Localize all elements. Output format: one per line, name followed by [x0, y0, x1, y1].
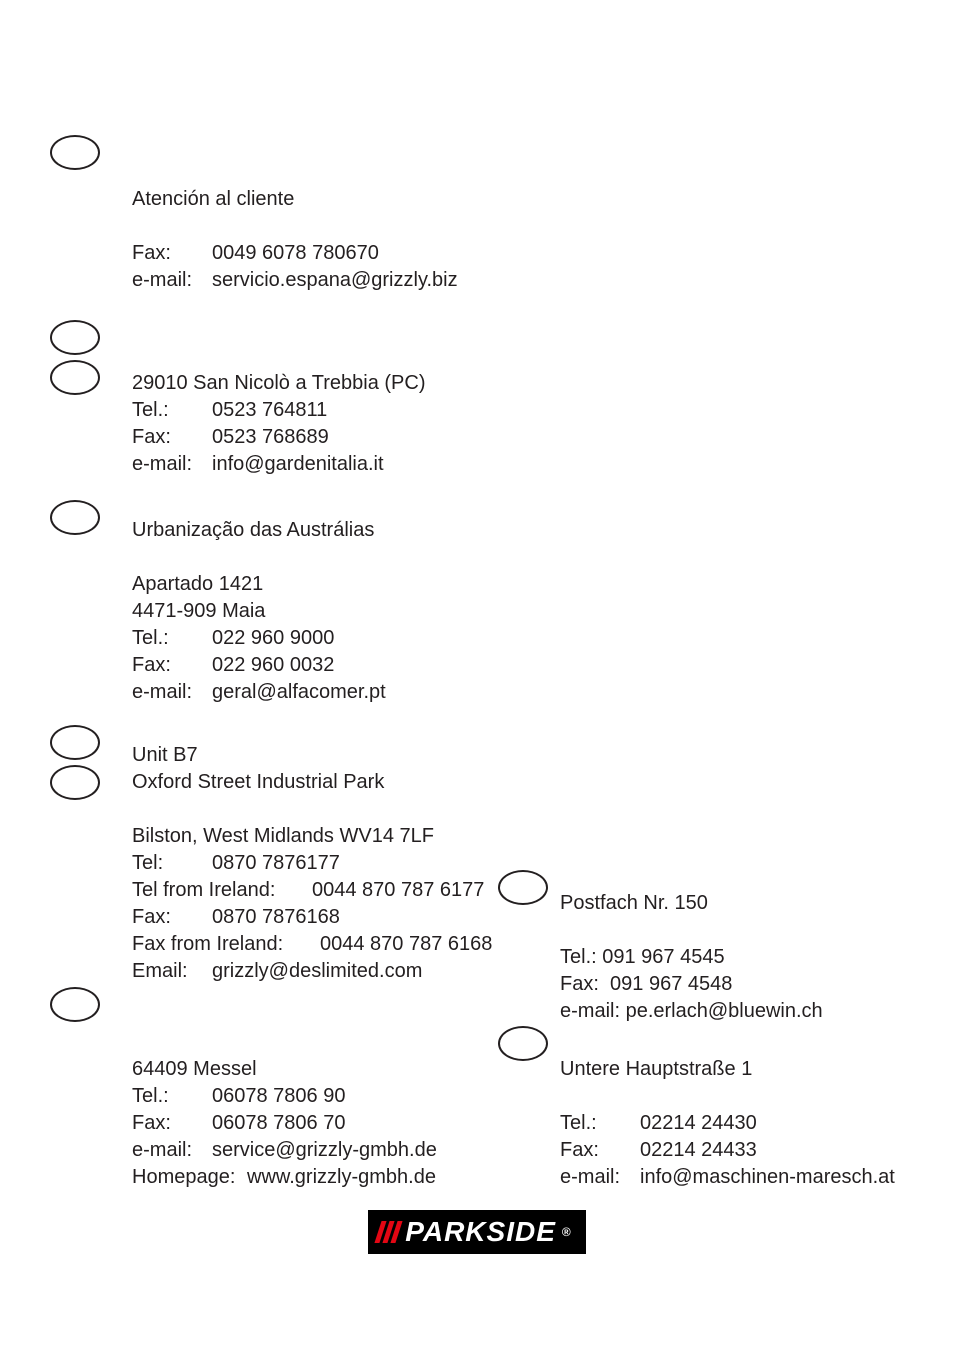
- address-block-de: 64409 Messel Tel.:06078 7806 90 Fax:0607…: [132, 1056, 437, 1191]
- address-line: 64409 Messel: [132, 1056, 437, 1083]
- address-line: 29010 San Nicolò a Trebbia (PC): [132, 370, 426, 397]
- fax-value: 02214 24433: [640, 1137, 757, 1164]
- homepage-value: www.grizzly-gmbh.de: [247, 1164, 436, 1191]
- email-value: info@gardenitalia.it: [212, 451, 384, 478]
- fax-value: 0870 7876168: [212, 904, 340, 931]
- logo-text: PARKSIDE: [405, 1216, 556, 1248]
- tel-irl-label: Tel from Ireland:: [132, 877, 312, 904]
- address-block-es: Atención al cliente Fax:0049 6078 780670…: [132, 186, 458, 294]
- fax-label: Fax:: [560, 1137, 640, 1164]
- flag-icon: [50, 987, 100, 1022]
- email-value: geral@alfacomer.pt: [212, 679, 386, 706]
- email-value: service@grizzly-gmbh.de: [212, 1137, 437, 1164]
- address-line: Oxford Street Industrial Park: [132, 769, 492, 796]
- fax-label: Fax:: [132, 424, 212, 451]
- email-value: grizzly@deslimited.com: [212, 958, 422, 985]
- tel-value: 0523 764811: [212, 397, 327, 424]
- fax-value: 091 967 4548: [610, 973, 732, 995]
- fax-label: Fax:: [132, 240, 212, 267]
- address-block-gb: Unit B7 Oxford Street Industrial Park Bi…: [132, 742, 492, 985]
- address-block-pt: Urbanização das Austrálias Apartado 1421…: [132, 517, 386, 706]
- fax-label: Fax:: [132, 652, 212, 679]
- email-label: e-mail:: [132, 267, 212, 294]
- email-label: e-mail:: [560, 1164, 640, 1191]
- flag-icon: [498, 870, 548, 905]
- flag-icon: [498, 1026, 548, 1061]
- email-value: pe.erlach@bluewin.ch: [626, 1000, 823, 1022]
- address-line: Unit B7: [132, 742, 492, 769]
- homepage-label: Homepage:: [132, 1164, 247, 1191]
- email-label: e-mail:: [132, 679, 212, 706]
- flag-icon: [50, 765, 100, 800]
- flag-icon: [50, 500, 100, 535]
- es-title: Atención al cliente: [132, 186, 458, 213]
- email-label: Email:: [132, 958, 212, 985]
- tel-label: Tel.:: [132, 625, 212, 652]
- fax-label: Fax:: [560, 973, 599, 995]
- logo-container: PARKSIDE ®: [0, 1210, 954, 1254]
- tel-value: 0870 7876177: [212, 850, 340, 877]
- fax-label: Fax:: [132, 1110, 212, 1137]
- address-block-it: 29010 San Nicolò a Trebbia (PC) Tel.:052…: [132, 370, 426, 478]
- tel-value: 02214 24430: [640, 1110, 757, 1137]
- tel-irl-value: 0044 870 787 6177: [312, 877, 484, 904]
- tel-label: Tel.:: [560, 946, 597, 968]
- parkside-logo: PARKSIDE ®: [368, 1210, 585, 1254]
- tel-label: Tel.:: [132, 397, 212, 424]
- address-line: Untere Hauptstraße 1: [560, 1056, 895, 1083]
- address-line: Urbanização das Austrálias: [132, 517, 386, 544]
- fax-value: 022 960 0032: [212, 652, 334, 679]
- address-line: Bilston, West Midlands WV14 7LF: [132, 823, 492, 850]
- flag-icon: [50, 725, 100, 760]
- tel-label: Tel.:: [132, 1083, 212, 1110]
- email-value: servicio.espana@grizzly.biz: [212, 267, 458, 294]
- email-value: info@maschinen-maresch.at: [640, 1164, 895, 1191]
- fax-irl-label: Fax from Ireland:: [132, 931, 320, 958]
- email-label: e-mail:: [132, 1137, 212, 1164]
- tel-value: 022 960 9000: [212, 625, 334, 652]
- address-block-at: Untere Hauptstraße 1 Tel.:02214 24430 Fa…: [560, 1056, 895, 1191]
- fax-value: 0523 768689: [212, 424, 329, 451]
- email-label: e-mail:: [132, 451, 212, 478]
- address-line: 4471-909 Maia: [132, 598, 386, 625]
- registered-icon: ®: [562, 1225, 572, 1239]
- fax-irl-value: 0044 870 787 6168: [320, 931, 492, 958]
- tel-label: Tel:: [132, 850, 212, 877]
- flag-icon: [50, 360, 100, 395]
- address-block-ch: Postfach Nr. 150 Tel.: 091 967 4545 Fax:…: [560, 890, 823, 1025]
- logo-stripes-icon: [375, 1221, 403, 1243]
- tel-label: Tel.:: [560, 1110, 640, 1137]
- email-label: e-mail:: [560, 1000, 620, 1022]
- flag-icon: [50, 320, 100, 355]
- address-line: Postfach Nr. 150: [560, 890, 823, 917]
- address-line: Apartado 1421: [132, 571, 386, 598]
- flag-icon: [50, 135, 100, 170]
- fax-value: 0049 6078 780670: [212, 240, 379, 267]
- tel-value: 06078 7806 90: [212, 1083, 345, 1110]
- tel-value: 091 967 4545: [602, 946, 724, 968]
- fax-label: Fax:: [132, 904, 212, 931]
- fax-value: 06078 7806 70: [212, 1110, 345, 1137]
